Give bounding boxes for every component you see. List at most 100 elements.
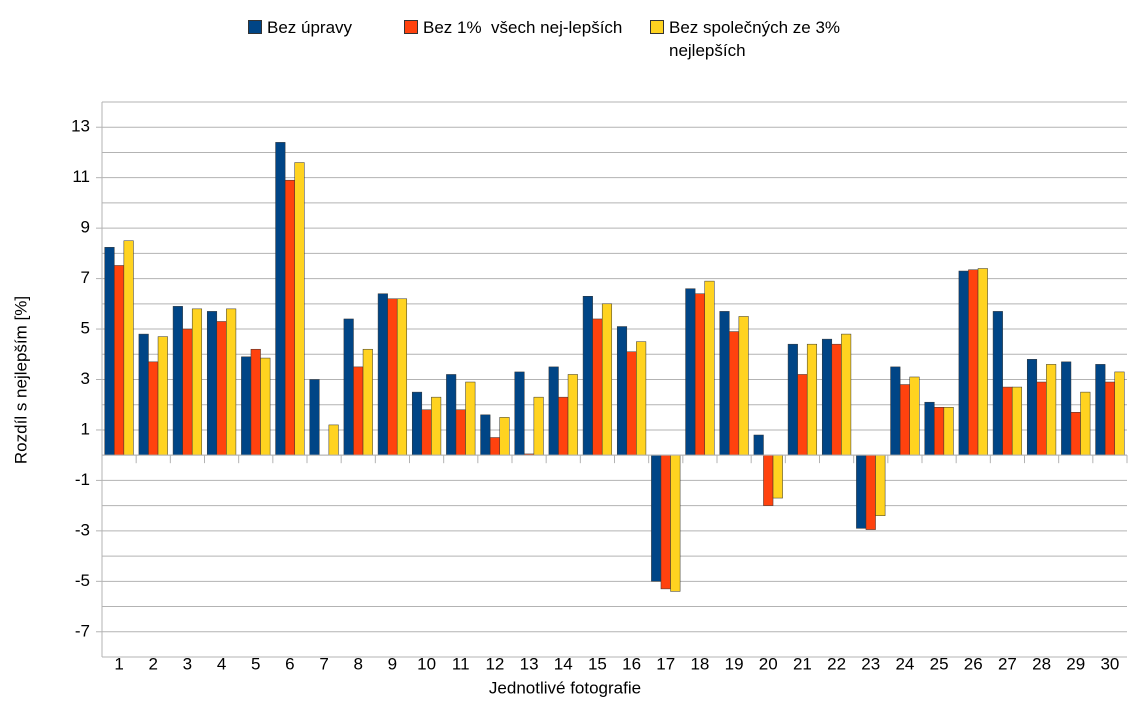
x-axis-title: Jednotlivé fotografie [489, 678, 641, 697]
bar [446, 374, 457, 456]
x-tick-label: 24 [895, 654, 914, 673]
bar [601, 303, 613, 456]
y-tick-label: 7 [81, 268, 90, 287]
bar [309, 379, 320, 456]
bar [343, 318, 354, 456]
bar [431, 396, 442, 456]
y-tick-label: 11 [72, 167, 90, 186]
x-tick-label: 2 [149, 654, 158, 673]
bar [841, 333, 852, 456]
bar [934, 407, 945, 456]
bar [148, 361, 159, 456]
y-tick-label: 9 [81, 218, 90, 237]
legend-item: Bez 1% všech nej-lepších [404, 16, 638, 62]
bar [260, 357, 271, 456]
x-tick-label: 30 [1100, 654, 1119, 673]
bar [104, 247, 115, 456]
bar [704, 280, 715, 456]
legend-swatch [650, 20, 664, 34]
legend-swatch [248, 20, 262, 34]
bar [387, 298, 398, 456]
x-tick-label: 15 [588, 654, 607, 673]
bar [241, 356, 252, 456]
x-tick-label: 4 [217, 654, 226, 673]
bar [328, 424, 339, 456]
bar [831, 343, 842, 456]
x-tick-label: 27 [998, 654, 1017, 673]
legend-item: Bez úpravy [248, 16, 392, 62]
bar [465, 381, 476, 456]
bar [670, 454, 681, 592]
bar [157, 336, 168, 456]
bar [660, 454, 671, 590]
bar [275, 142, 286, 456]
bar [226, 308, 237, 456]
bar [797, 374, 808, 456]
bar [626, 351, 637, 456]
x-tick-label: 8 [354, 654, 363, 673]
x-tick-label: 21 [793, 654, 812, 673]
bar [651, 454, 662, 582]
bar [1104, 381, 1115, 456]
bar [772, 454, 783, 499]
bar [172, 306, 183, 456]
bar [114, 265, 125, 456]
x-tick-label: 14 [554, 654, 573, 673]
bar [353, 366, 364, 456]
x-tick-label: 19 [725, 654, 744, 673]
y-tick-label: 5 [81, 319, 90, 338]
bar [377, 293, 388, 456]
bar [1002, 386, 1013, 456]
x-tick-label: 12 [485, 654, 504, 673]
bar [1070, 412, 1081, 456]
bar [396, 298, 408, 456]
bar [806, 343, 818, 456]
y-tick-label: -3 [75, 520, 90, 539]
bar [411, 391, 423, 456]
bar [856, 454, 867, 529]
bar [558, 396, 569, 456]
y-tick-label: -5 [75, 571, 90, 590]
bar [480, 414, 491, 456]
bar [685, 288, 696, 456]
bar [284, 179, 295, 456]
bar [548, 366, 559, 456]
bar [123, 240, 134, 456]
x-tick-label: 3 [183, 654, 192, 673]
x-tick-label: 13 [520, 654, 539, 673]
legend-label: Bez úpravy [267, 18, 353, 37]
bar [890, 366, 901, 456]
legend: Bez úpravy Bez 1% všech nej-lepších Bez sp… [248, 16, 931, 62]
bar [636, 341, 647, 456]
bar [694, 293, 705, 456]
x-tick-label: 7 [319, 654, 328, 673]
x-tick-label: 25 [930, 654, 949, 673]
bar [182, 328, 193, 456]
y-tick-label: 1 [81, 419, 90, 438]
bar [567, 374, 578, 456]
x-tick-label: 16 [622, 654, 641, 673]
bar [943, 407, 954, 456]
bar [216, 321, 227, 456]
x-tick-label: 28 [1032, 654, 1051, 673]
bar [968, 269, 979, 456]
bar [1061, 361, 1072, 456]
bar [1080, 391, 1091, 456]
legend-item: Bez společných ze 3% nejlepších [650, 16, 919, 62]
bar [763, 454, 774, 506]
bar [1036, 381, 1047, 456]
x-tick-label: 10 [417, 654, 436, 673]
bar [753, 434, 764, 456]
bar [738, 316, 749, 456]
bar [865, 454, 876, 530]
x-tick-label: 17 [656, 654, 675, 673]
bar [821, 338, 833, 456]
bar [206, 311, 218, 456]
bar [191, 308, 203, 456]
bar [1114, 371, 1125, 456]
bar [499, 417, 510, 456]
bar [729, 331, 740, 456]
bar [909, 376, 920, 456]
bar [924, 401, 935, 456]
